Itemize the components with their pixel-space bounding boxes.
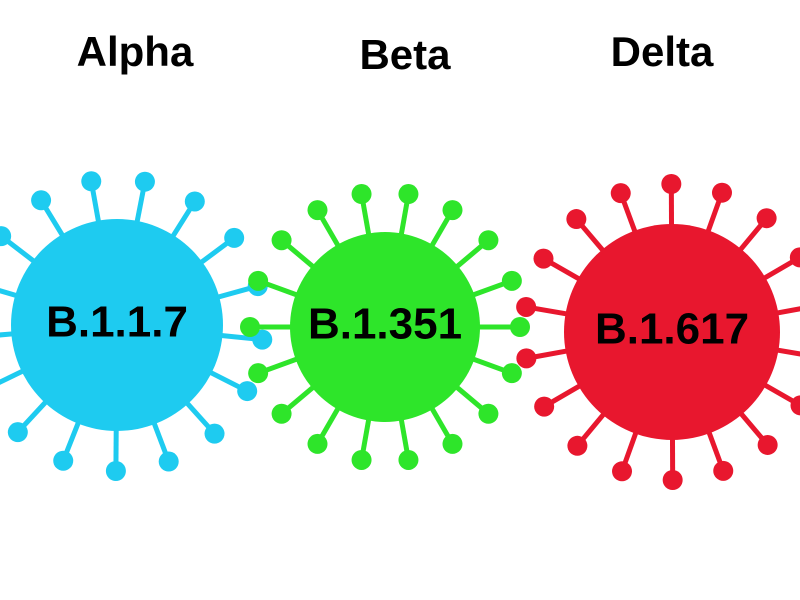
virus: B.1.1.7 xyxy=(0,171,273,481)
spike-tip xyxy=(711,182,732,203)
spike-tip xyxy=(134,171,155,192)
lineage-label: B.1.617 xyxy=(595,305,749,354)
spike-tip xyxy=(501,363,522,384)
spike-tip xyxy=(53,450,74,471)
variant-name: Delta xyxy=(611,28,714,75)
spike-tip xyxy=(240,317,260,337)
spike-tip xyxy=(271,403,292,424)
spike-stem xyxy=(773,346,800,357)
lineage-label: B.1.351 xyxy=(308,300,462,349)
spike-tip xyxy=(662,469,683,490)
spike-tip xyxy=(248,270,269,291)
spike-tip xyxy=(271,230,292,251)
spike-tip xyxy=(158,451,179,472)
spike-tip xyxy=(510,317,530,337)
spike-stem xyxy=(772,306,800,317)
spike-tip xyxy=(790,395,800,416)
spike-tip xyxy=(789,247,800,268)
spike-tip xyxy=(478,230,499,251)
spike-tip xyxy=(307,433,328,454)
spike-tip xyxy=(713,460,734,481)
virus: B.1.617 xyxy=(516,174,800,490)
spike-tip xyxy=(398,184,419,205)
virus-body xyxy=(11,219,223,431)
viruses: B.1.1.7 B.1.351 B.1.617 xyxy=(0,171,800,490)
lineage-label: B.1.1.7 xyxy=(46,298,188,347)
spike-tip xyxy=(0,226,12,247)
spike-tip xyxy=(184,191,205,212)
spike-tip xyxy=(610,183,631,204)
spike-tip xyxy=(204,423,225,444)
spike-tip xyxy=(442,433,463,454)
spike-tip xyxy=(7,422,28,443)
spike-stem xyxy=(0,367,28,385)
spike-tip xyxy=(661,174,682,195)
spike-tip xyxy=(566,209,587,230)
spike-tip xyxy=(398,449,419,470)
spike-tip xyxy=(516,296,537,317)
spike-tip xyxy=(612,461,633,482)
spike-tip xyxy=(757,434,778,455)
spike-tip xyxy=(237,381,258,402)
spike-tip xyxy=(533,248,554,269)
spike-tip xyxy=(756,208,777,229)
spike-tip xyxy=(478,403,499,424)
spike-tip xyxy=(224,227,245,248)
virus-body xyxy=(290,232,480,422)
spike-stem xyxy=(0,331,17,338)
spike-stem xyxy=(0,288,21,300)
spike-tip xyxy=(351,184,372,205)
virus-body xyxy=(564,224,780,440)
spike-tip xyxy=(105,460,126,481)
spike-tip xyxy=(567,435,588,456)
variant-name: Beta xyxy=(359,31,451,78)
spike-tip xyxy=(252,329,273,350)
spike-tip xyxy=(31,190,52,211)
spike-tip xyxy=(501,270,522,291)
spike-tip xyxy=(307,200,328,221)
variant-name: Alpha xyxy=(77,28,194,75)
spike-tip xyxy=(248,363,269,384)
spike-tip xyxy=(534,396,555,417)
virus: B.1.351 xyxy=(240,184,530,470)
spike-tip xyxy=(351,449,372,470)
spike-tip xyxy=(516,348,537,369)
spike-tip xyxy=(442,200,463,221)
spike-tip xyxy=(81,171,102,192)
